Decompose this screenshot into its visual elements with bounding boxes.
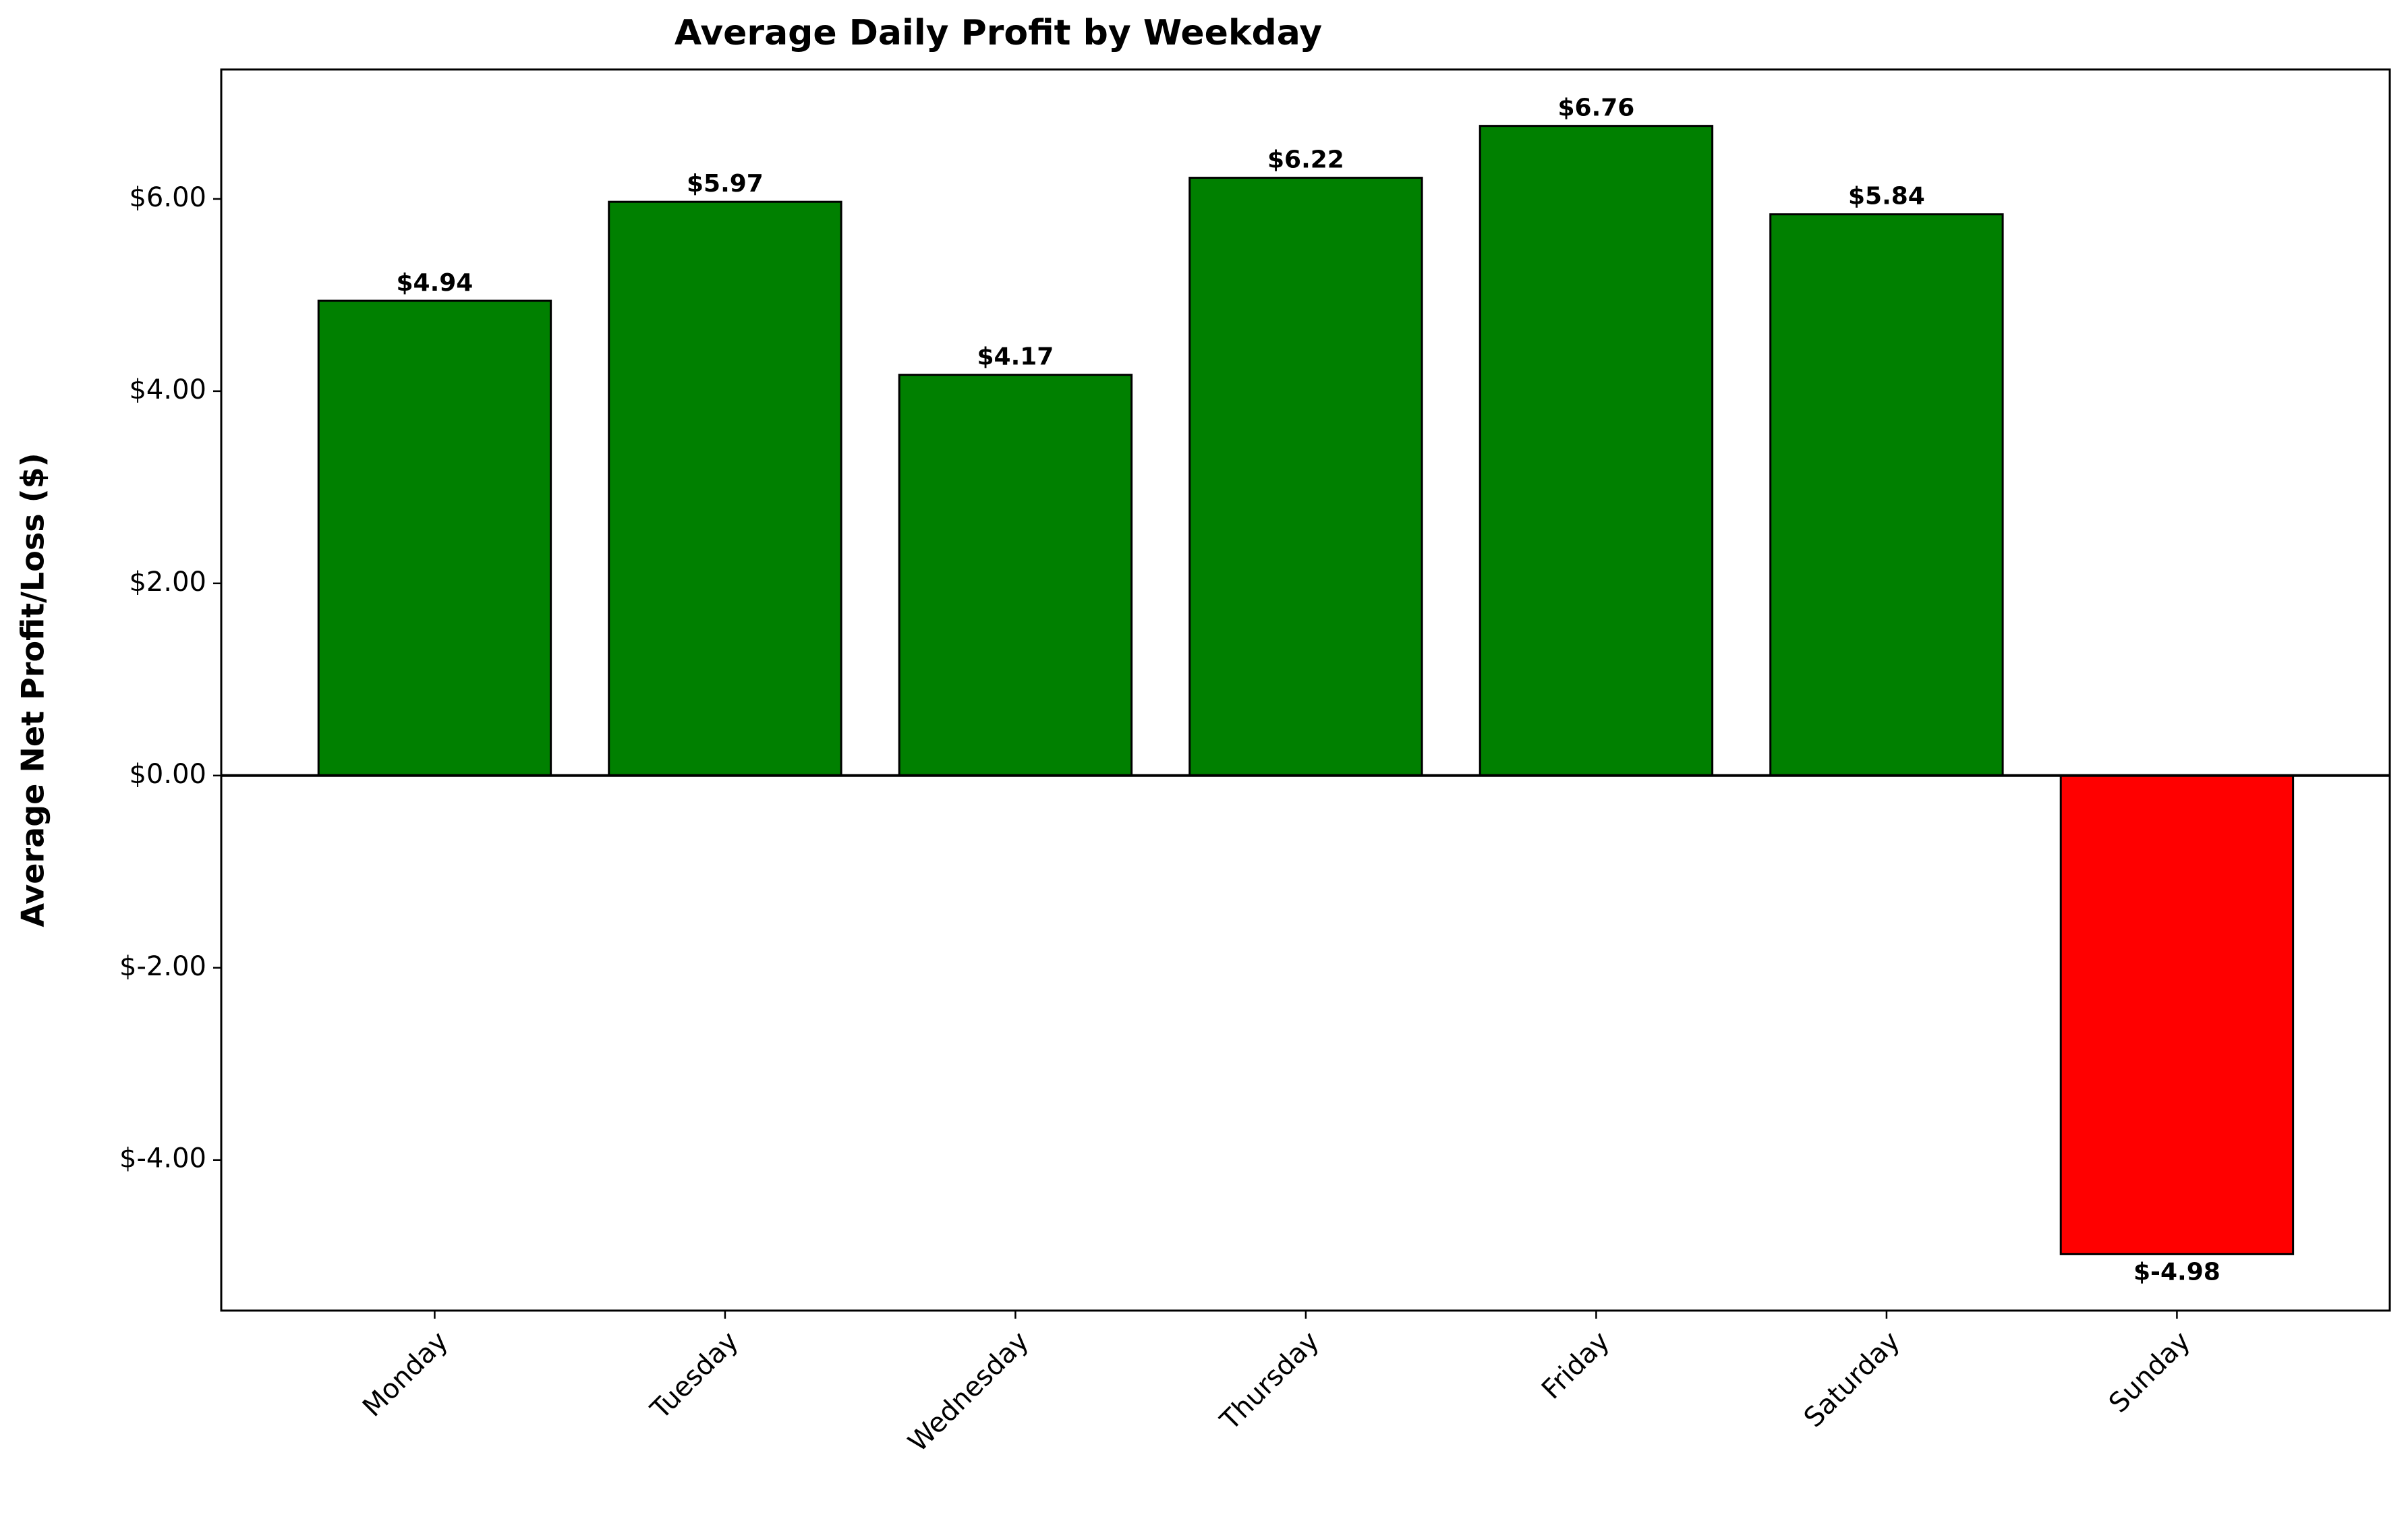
x-tick-label: Friday: [1536, 1325, 1615, 1405]
x-tick-label: Thursday: [1214, 1325, 1325, 1437]
value-label: $6.22: [1267, 146, 1344, 174]
bar: [2059, 774, 2295, 1255]
plot-frame: [220, 68, 2391, 1312]
bar: [1769, 213, 2004, 777]
y-tick-label: $-2.00: [119, 951, 206, 982]
chart-title: Average Daily Profit by Weekday: [675, 13, 1322, 53]
y-tick-label: $-4.00: [119, 1143, 206, 1174]
y-tick-label: $4.00: [129, 374, 206, 405]
bar: [608, 200, 842, 777]
y-tick-label: $2.00: [129, 567, 206, 598]
value-label: $5.97: [687, 170, 764, 198]
x-tick-label: Wednesday: [902, 1325, 1035, 1458]
x-tick-label: Sunday: [2103, 1325, 2196, 1418]
bar: [1479, 125, 1714, 777]
value-label: $-4.98: [2133, 1258, 2220, 1286]
x-tick-label: Monday: [357, 1325, 454, 1423]
bar: [1188, 177, 1423, 777]
y-axis-label: Average Net Profit/Loss ($): [15, 453, 51, 927]
y-tick-label: $0.00: [129, 759, 206, 790]
x-tick-label: Saturday: [1798, 1325, 1906, 1433]
value-label: $5.84: [1848, 183, 1925, 210]
value-label: $6.76: [1557, 94, 1634, 122]
y-tick-label: $6.00: [129, 182, 206, 213]
bar: [317, 299, 552, 777]
value-label: $4.94: [396, 269, 473, 297]
x-tick-label: Tuesday: [644, 1325, 744, 1425]
bar: [898, 374, 1133, 777]
value-label: $4.17: [977, 343, 1054, 371]
